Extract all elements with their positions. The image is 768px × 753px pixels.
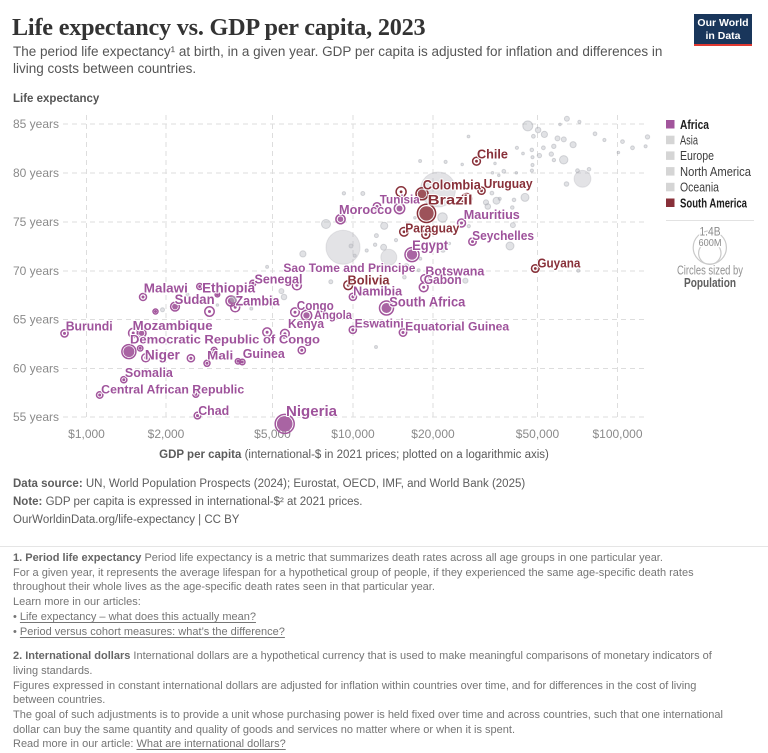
- svg-text:Tunisia: Tunisia: [380, 193, 420, 207]
- svg-text:Population: Population: [684, 276, 736, 290]
- svg-text:80 years: 80 years: [13, 166, 59, 180]
- svg-text:Mali: Mali: [207, 348, 233, 362]
- svg-text:1.4B: 1.4B: [700, 225, 721, 239]
- svg-text:65 years: 65 years: [13, 313, 59, 327]
- svg-text:Congo: Congo: [297, 299, 334, 313]
- svg-text:Colombia: Colombia: [423, 178, 481, 193]
- svg-text:Europe: Europe: [680, 149, 714, 163]
- svg-text:Malawi: Malawi: [144, 281, 188, 296]
- svg-text:Mozambique: Mozambique: [133, 319, 213, 333]
- svg-text:Oceania: Oceania: [680, 181, 719, 195]
- svg-text:Asia: Asia: [680, 134, 698, 148]
- svg-text:70 years: 70 years: [13, 264, 59, 278]
- svg-text:Angola: Angola: [314, 308, 352, 322]
- svg-text:$50,000: $50,000: [516, 427, 560, 441]
- svg-text:Uruguay: Uruguay: [484, 176, 534, 191]
- svg-text:75 years: 75 years: [13, 215, 59, 229]
- svg-text:$1,000: $1,000: [68, 427, 105, 441]
- svg-text:Senegal: Senegal: [255, 272, 303, 287]
- svg-text:55 years: 55 years: [13, 410, 59, 424]
- svg-text:Seychelles: Seychelles: [472, 229, 534, 243]
- svg-text:South Africa: South Africa: [389, 293, 465, 309]
- svg-text:Sudan: Sudan: [175, 292, 215, 307]
- svg-text:Egypt: Egypt: [412, 237, 448, 253]
- svg-text:Guyana: Guyana: [537, 255, 581, 270]
- svg-text:600M: 600M: [699, 238, 722, 249]
- svg-text:Zambia: Zambia: [236, 292, 280, 308]
- svg-text:Democratic Republic of Congo: Democratic Republic of Congo: [130, 334, 320, 346]
- svg-text:Botswana: Botswana: [425, 265, 485, 279]
- svg-text:Chad: Chad: [198, 404, 229, 418]
- svg-text:Mauritius: Mauritius: [464, 208, 520, 222]
- svg-text:North America: North America: [680, 165, 751, 179]
- svg-text:Equatorial Guinea: Equatorial Guinea: [405, 320, 509, 334]
- svg-text:Central African Republic: Central African Republic: [101, 383, 244, 397]
- svg-text:Eswatini: Eswatini: [355, 316, 404, 330]
- svg-text:Bolivia: Bolivia: [348, 273, 391, 288]
- svg-text:Ethiopia: Ethiopia: [202, 279, 255, 295]
- svg-text:$100,000: $100,000: [592, 427, 642, 441]
- svg-text:Sao Tome and Principe: Sao Tome and Principe: [283, 261, 415, 275]
- svg-text:Nigeria: Nigeria: [286, 404, 338, 420]
- svg-text:Kenya: Kenya: [288, 317, 325, 331]
- svg-text:$20,000: $20,000: [411, 427, 455, 441]
- svg-text:$10,000: $10,000: [331, 427, 375, 441]
- svg-text:Morocco: Morocco: [339, 202, 392, 217]
- svg-text:Africa: Africa: [680, 118, 710, 132]
- svg-text:Brazil: Brazil: [428, 192, 473, 208]
- svg-text:Burundi: Burundi: [66, 320, 113, 334]
- svg-text:85 years: 85 years: [13, 117, 59, 131]
- svg-text:Gabon: Gabon: [424, 273, 462, 287]
- svg-text:South America: South America: [680, 196, 748, 210]
- svg-text:Circles sized by: Circles sized by: [677, 264, 744, 278]
- svg-text:Paraguay: Paraguay: [405, 221, 460, 236]
- svg-text:Namibia: Namibia: [353, 284, 403, 299]
- svg-text:Life expectancy: Life expectancy: [13, 93, 100, 105]
- svg-text:Somalia: Somalia: [125, 366, 174, 380]
- svg-text:Niger: Niger: [145, 348, 181, 363]
- svg-text:GDP per capita (international-: GDP per capita (international-$ in 2021 …: [159, 449, 549, 461]
- svg-text:Chile: Chile: [477, 147, 508, 162]
- svg-text:$2,000: $2,000: [148, 427, 185, 441]
- svg-text:Guinea: Guinea: [243, 347, 286, 361]
- svg-text:60 years: 60 years: [13, 362, 59, 376]
